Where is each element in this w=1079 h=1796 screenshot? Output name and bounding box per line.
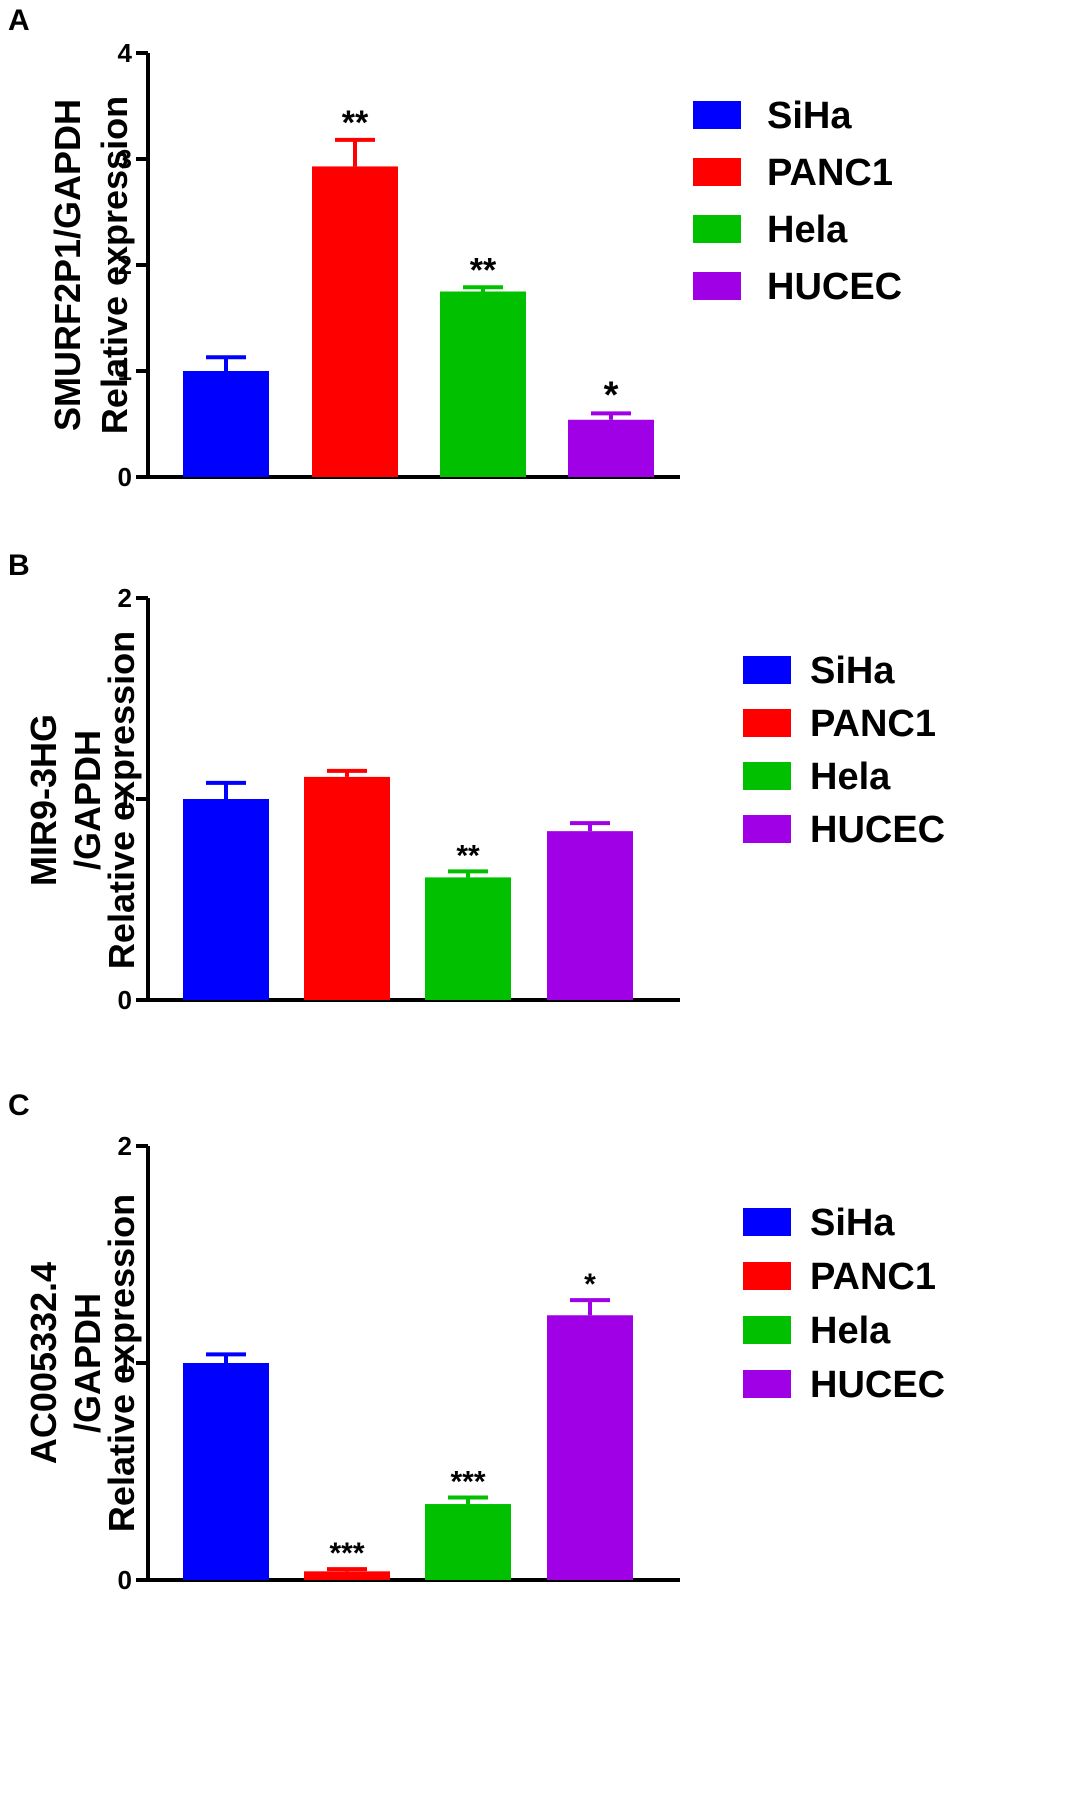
y-axis-title-line: SMURF2P1/GAPDH <box>47 99 88 431</box>
bar-hucec <box>547 1315 633 1580</box>
y-axis-title-line: Relative expression <box>94 96 135 434</box>
legend-swatch-siha <box>743 656 791 684</box>
y-axis-title-line: /GAPDH <box>67 1293 108 1433</box>
y-tick-label: 1 <box>118 1348 132 1378</box>
bar-hucec <box>568 419 654 477</box>
y-tick-label: 2 <box>118 583 132 613</box>
y-tick-label: 1 <box>118 356 132 386</box>
legend-label-hucec: HUCEC <box>810 809 945 851</box>
significance-label: * <box>604 374 619 416</box>
bar-hela <box>425 877 511 1000</box>
panel-letter: B <box>8 549 30 582</box>
bar-panc1 <box>312 166 398 478</box>
legend-swatch-hela <box>693 215 741 243</box>
y-tick-label: 0 <box>118 462 132 492</box>
y-tick-label: 0 <box>118 985 132 1015</box>
bar-siha <box>183 1363 269 1580</box>
significance-label: ** <box>470 251 497 289</box>
legend-swatch-panc1 <box>743 1262 791 1290</box>
y-tick-label: 2 <box>118 250 132 280</box>
y-axis-title-line: Relative expression <box>101 631 142 969</box>
legend-swatch-hela <box>743 1316 791 1344</box>
legend-label-hela: Hela <box>767 209 848 251</box>
bar-siha <box>183 799 269 1000</box>
legend-label-siha: SiHa <box>767 95 852 137</box>
legend-label-hela: Hela <box>810 1310 891 1352</box>
y-tick-label: 3 <box>118 144 132 174</box>
significance-label: * <box>584 1268 596 1301</box>
significance-label: ** <box>342 104 369 142</box>
legend-swatch-panc1 <box>743 709 791 737</box>
bar-hucec <box>547 831 633 1000</box>
legend-swatch-siha <box>743 1208 791 1236</box>
legend-label-hela: Hela <box>810 756 891 798</box>
legend-label-panc1: PANC1 <box>810 703 936 745</box>
y-axis-title-line: MIR9-3HG <box>23 714 64 886</box>
y-tick-label: 4 <box>118 38 133 68</box>
legend-label-panc1: PANC1 <box>810 1256 936 1298</box>
legend-swatch-hucec <box>743 815 791 843</box>
legend: SiHa PANC1 Hela HUCEC <box>743 650 945 851</box>
panel-a: A 0 1 2 3 4 SMURF2P1/GAPDH Relative expression *… <box>8 4 902 492</box>
legend: SiHa PANC1 Hela HUCEC <box>743 1202 945 1406</box>
significance-label: *** <box>450 1466 485 1499</box>
legend-label-panc1: PANC1 <box>767 152 893 194</box>
y-axis-title-line: Relative expression <box>101 1194 142 1532</box>
significance-label: ** <box>456 839 480 872</box>
legend-label-hucec: HUCEC <box>767 266 902 308</box>
y-tick-label: 2 <box>118 1131 132 1161</box>
legend-swatch-panc1 <box>693 158 741 186</box>
bar-hela <box>440 291 526 477</box>
significance-label: *** <box>329 1537 364 1570</box>
y-axis-title-line: AC005332.4 <box>23 1262 64 1464</box>
legend-swatch-hela <box>743 762 791 790</box>
legend-label-siha: SiHa <box>810 650 895 692</box>
y-tick-label: 1 <box>118 784 132 814</box>
legend-swatch-hucec <box>743 1370 791 1398</box>
legend-swatch-hucec <box>693 272 741 300</box>
legend-swatch-siha <box>693 101 741 129</box>
legend: SiHa PANC1 Hela HUCEC <box>693 95 902 308</box>
y-axis-title-line: /GAPDH <box>67 730 108 870</box>
bar-panc1 <box>304 776 390 1000</box>
panel-letter: A <box>8 4 30 37</box>
y-tick-label: 0 <box>118 1565 132 1595</box>
legend-label-hucec: HUCEC <box>810 1364 945 1406</box>
panel-letter: C <box>8 1089 30 1122</box>
bar-siha <box>183 371 269 477</box>
bar-hela <box>425 1504 511 1580</box>
bar-panc1 <box>304 1571 390 1580</box>
legend-label-siha: SiHa <box>810 1202 895 1244</box>
